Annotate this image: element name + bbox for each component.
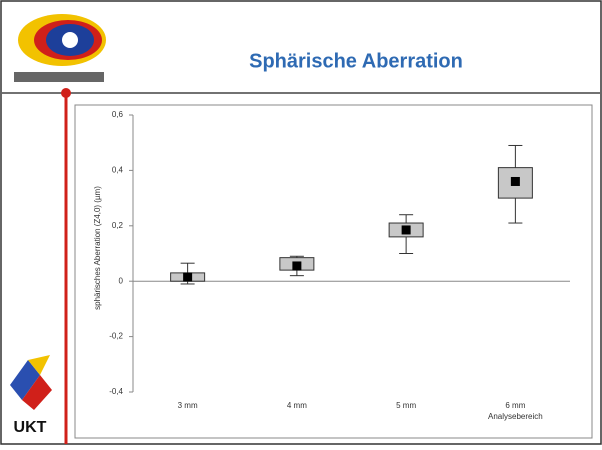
mean-marker	[510, 176, 520, 186]
y-axis-label: sphärisches Aberration (Z4,0) (µm)	[93, 186, 102, 310]
x-axis-label: Analysebereich	[488, 412, 543, 421]
x-tick-label: 4 mm	[287, 401, 307, 410]
ukt-logo: UKT	[10, 355, 52, 436]
chart-frame	[74, 104, 593, 439]
x-tick-label: 6 mm	[505, 401, 525, 410]
y-tick-label: -0,4	[109, 387, 123, 396]
y-tick-label: 0,6	[112, 110, 124, 119]
y-tick-label: 0	[119, 276, 124, 285]
y-tick-label: 0,2	[112, 221, 124, 230]
rule-dot	[61, 88, 71, 98]
mean-marker	[292, 261, 302, 271]
x-tick-label: 5 mm	[396, 401, 416, 410]
y-tick-label: -0,2	[109, 332, 123, 341]
x-tick-label: 3 mm	[178, 401, 198, 410]
logo-text: UKT	[14, 419, 47, 436]
slide-title: Sphärische Aberration	[249, 50, 463, 72]
y-tick-label: 0,4	[112, 166, 124, 175]
mean-marker	[183, 272, 193, 282]
mean-marker	[401, 225, 411, 235]
eye-logo	[14, 14, 106, 82]
